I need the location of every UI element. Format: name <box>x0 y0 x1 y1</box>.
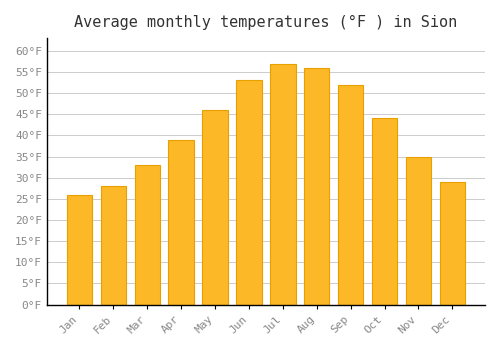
Bar <box>134 165 160 304</box>
Title: Average monthly temperatures (°F ) in Sion: Average monthly temperatures (°F ) in Si… <box>74 15 458 30</box>
Bar <box>168 140 194 304</box>
Bar <box>67 195 92 304</box>
Bar <box>304 68 330 304</box>
Bar <box>270 63 295 305</box>
Bar <box>202 110 228 304</box>
Bar <box>440 182 465 304</box>
Bar <box>100 186 126 304</box>
Bar <box>338 85 363 304</box>
Bar <box>372 119 398 304</box>
Bar <box>236 80 262 304</box>
Bar <box>406 156 431 304</box>
